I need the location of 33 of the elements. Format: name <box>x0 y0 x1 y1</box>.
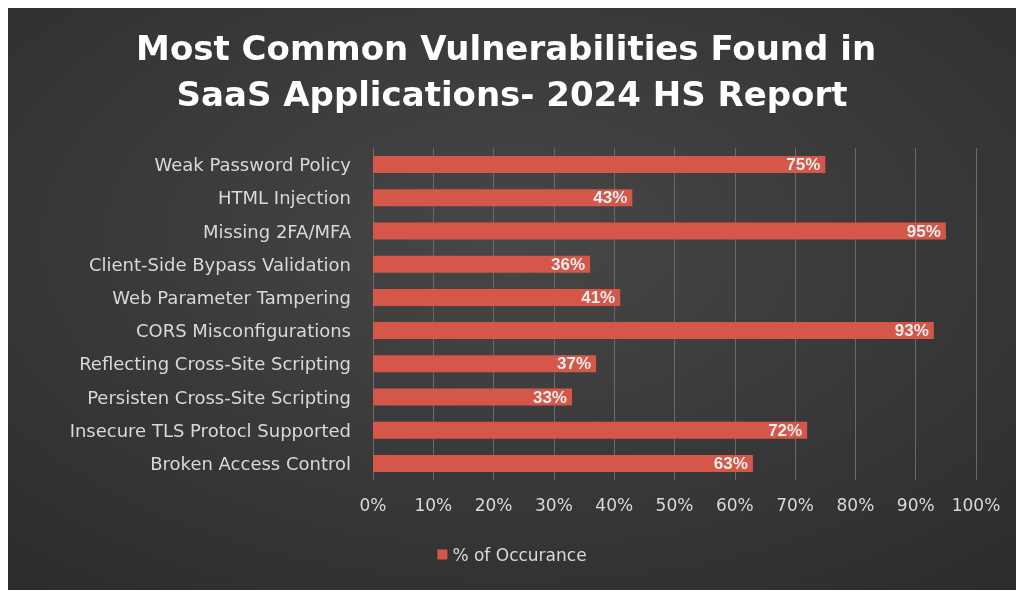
x-tick-label: 20% <box>474 494 513 515</box>
x-tick-label: 80% <box>836 494 875 515</box>
y-tick-label: Insecure TLS Protocl Supported <box>69 419 351 441</box>
y-tick-label: Persisten Cross-Site Scripting <box>87 386 351 408</box>
data-label: 75% <box>786 155 821 175</box>
data-label: 93% <box>894 321 929 341</box>
y-tick-label: Weak Password Policy <box>154 154 352 176</box>
y-tick-label: CORS Misconfigurations <box>135 320 351 342</box>
x-tick-label: 60% <box>715 494 754 515</box>
x-tick-label: 100% <box>951 494 1001 515</box>
x-tick-label: 50% <box>655 494 694 515</box>
x-tick-label: 30% <box>535 494 573 515</box>
legend-label: % of Occurance <box>452 544 587 565</box>
data-label: 72% <box>768 420 803 440</box>
x-tick-label: 0% <box>359 494 387 515</box>
x-tick-label: 90% <box>896 494 935 515</box>
data-label: 37% <box>557 354 592 374</box>
data-label: 95% <box>906 221 941 241</box>
data-label: 36% <box>551 254 586 274</box>
chart-title: Most Common Vulnerabilities Found in SaaS Applications- 2024 HS Report <box>136 28 888 114</box>
y-tick-label: Reflecting Cross-Site Scripting <box>79 353 351 375</box>
y-tick-label: Client-Side Bypass Validation <box>88 253 351 275</box>
data-label: 63% <box>713 453 748 473</box>
x-tick-label: 40% <box>595 494 634 515</box>
y-tick-label: Missing 2FA/MFA <box>203 220 352 242</box>
data-label: 41% <box>581 287 616 307</box>
y-tick-label: Web Parameter Tampering <box>112 286 351 308</box>
data-label: 43% <box>593 188 628 208</box>
y-tick-label: HTML Injection <box>218 187 351 209</box>
y-tick-label: Broken Access Control <box>150 452 351 474</box>
x-tick-label: 70% <box>776 494 814 515</box>
x-tick-label: 10% <box>414 494 453 515</box>
data-label: 33% <box>532 387 567 407</box>
